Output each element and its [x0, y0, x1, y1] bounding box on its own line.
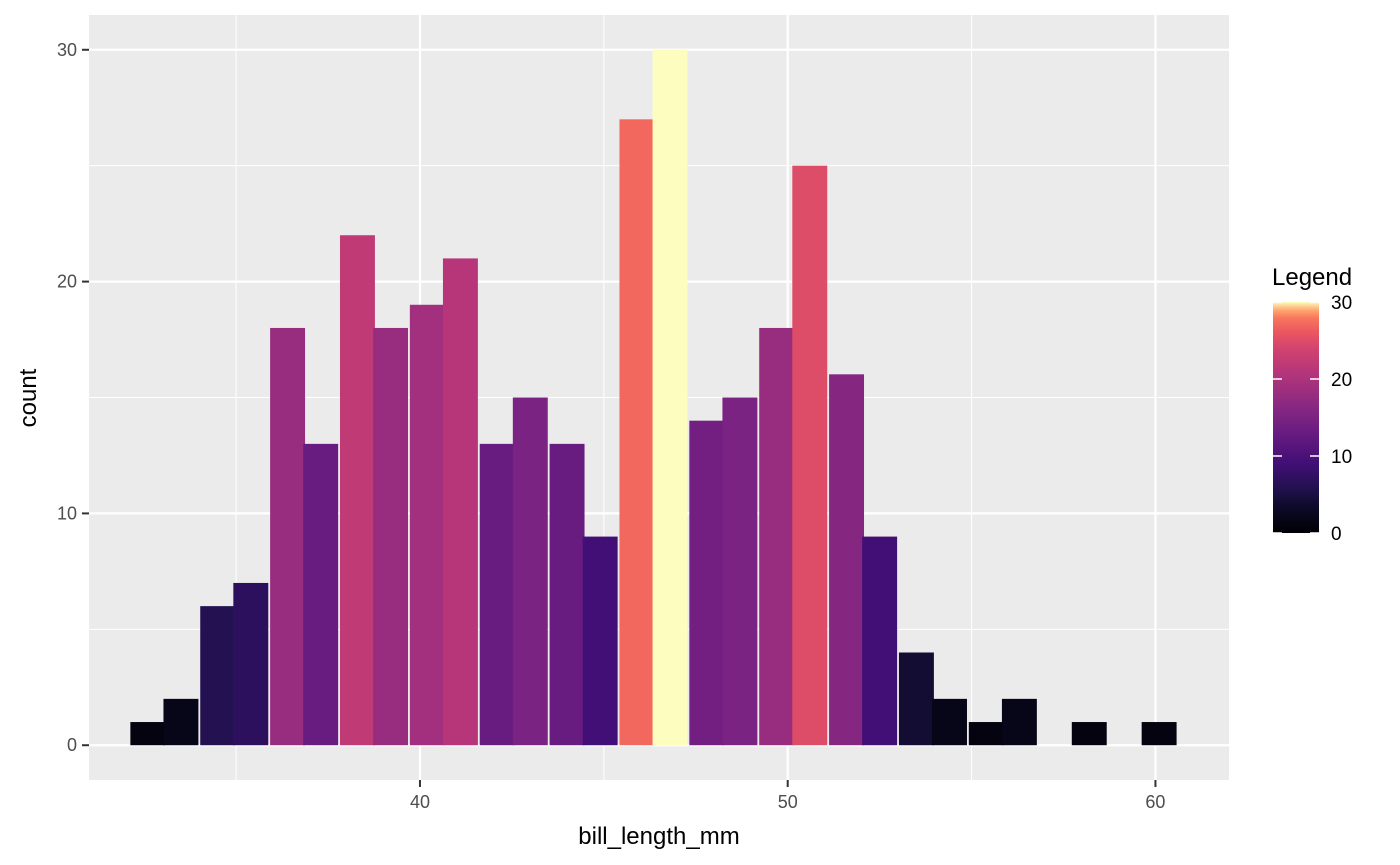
histogram-bar [1071, 722, 1107, 746]
histogram-bar [619, 119, 655, 746]
histogram-bar [163, 698, 199, 746]
histogram-bar [270, 327, 306, 746]
x-axis: 40 50 60 [410, 780, 1165, 812]
histogram-bar [968, 722, 1004, 746]
y-tick-label: 30 [57, 40, 77, 60]
legend-colorbar [1273, 302, 1319, 533]
histogram-bar [339, 235, 375, 746]
histogram-bar [130, 722, 166, 746]
histogram-bar [373, 327, 409, 746]
histogram-bar [1001, 698, 1037, 746]
legend-title: Legend [1272, 264, 1352, 291]
histogram-bar [233, 582, 269, 746]
histogram-bar [898, 652, 934, 746]
y-axis-title: count [15, 368, 42, 427]
histogram-bar [512, 397, 548, 746]
histogram-bar [479, 443, 515, 746]
legend-tick-label: 10 [1331, 447, 1352, 468]
histogram-bar [582, 536, 618, 746]
histogram-bar [200, 606, 236, 746]
x-tick-label: 60 [1145, 792, 1165, 812]
histogram-bar [652, 49, 688, 746]
y-axis: 0 10 20 30 [57, 40, 89, 755]
x-axis-title: bill_length_mm [578, 823, 739, 850]
histogram-bar [829, 374, 865, 746]
histogram-bar [549, 443, 585, 746]
histogram-bar [409, 304, 445, 746]
histogram-bar [442, 258, 478, 746]
histogram-bar [759, 327, 795, 746]
bars-layer [130, 49, 1177, 746]
legend-tick-label: 20 [1331, 370, 1352, 391]
y-tick-label: 0 [67, 735, 77, 755]
histogram-bar [303, 443, 339, 746]
histogram-bar [862, 536, 898, 746]
histogram-bar [689, 420, 725, 746]
x-tick-label: 40 [410, 792, 430, 812]
histogram-bar [792, 165, 828, 746]
x-tick-label: 50 [778, 792, 798, 812]
legend-ticks: 0 10 20 30 [1273, 293, 1352, 545]
y-tick-label: 20 [57, 272, 77, 292]
y-tick-label: 10 [57, 503, 77, 523]
histogram-bar [932, 698, 967, 746]
legend-tick-label: 0 [1331, 524, 1342, 545]
legend-tick-label: 30 [1331, 293, 1352, 314]
histogram-bar [722, 397, 758, 746]
histogram-bar [1141, 722, 1177, 746]
legend: Legend 0 10 20 30 [1272, 264, 1352, 545]
